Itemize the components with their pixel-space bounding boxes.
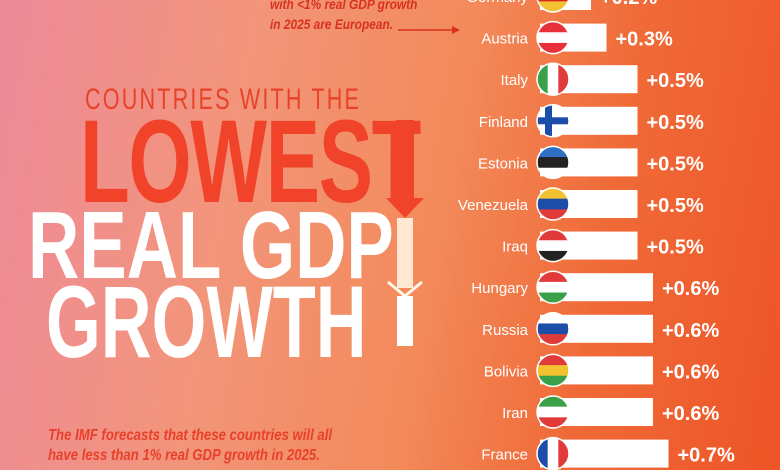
category-label: Germany: [466, 0, 528, 6]
bar-row: Hungary +0.6%: [471, 270, 719, 304]
value-label: +0.5%: [647, 237, 704, 259]
category-label: Finland: [479, 114, 528, 131]
flag-icon-bolivia: [537, 354, 569, 387]
footer-line-2: have less than 1% real GDP growth in 202…: [48, 447, 320, 464]
value-label: +0.5%: [647, 195, 704, 217]
flag-icon-iraq: [537, 229, 569, 262]
bar-row: Estonia +0.5%: [478, 145, 704, 180]
category-label: Italy: [500, 72, 528, 89]
flag-icon-hungary: [537, 271, 569, 304]
note-arrow-icon: [398, 26, 460, 34]
value-label: +0.2%: [600, 0, 657, 9]
value-label: +0.6%: [662, 361, 719, 383]
category-label: Venezuela: [458, 197, 529, 214]
value-label: +0.5%: [647, 153, 704, 175]
flag-icon-france: [537, 437, 569, 470]
footer-line-1: The IMF forecasts that these countries w…: [48, 427, 333, 444]
flag-icon-estonia: [537, 146, 569, 179]
bar-row: France +0.7%: [481, 436, 735, 470]
bar-row: Bolivia +0.6%: [484, 353, 719, 388]
flag-icon-germany: [537, 0, 569, 12]
flag-icon-finland: [537, 104, 569, 137]
category-label: Russia: [482, 322, 529, 339]
bar-row: Iraq +0.5%: [502, 228, 704, 263]
annotation-note: with <1% real GDP growth in 2025 are Eur…: [270, 0, 417, 34]
flag-icon-iran: [537, 396, 569, 428]
value-label: +0.6%: [662, 320, 719, 342]
value-label: +0.6%: [662, 403, 719, 425]
bar-row: Italy +0.5%: [500, 62, 704, 96]
footer-text: The IMF forecasts that these countries w…: [48, 426, 332, 466]
note-line-1: with <1% real GDP growth: [270, 0, 418, 12]
value-label: +0.6%: [662, 278, 719, 300]
category-label: France: [481, 447, 528, 464]
bar-row: Finland +0.5%: [479, 104, 704, 138]
category-label: Bolivia: [484, 363, 529, 380]
value-label: +0.5%: [647, 112, 704, 134]
title-kicker: COUNTRIES WITH THE: [85, 83, 362, 116]
category-label: Estonia: [478, 155, 529, 172]
title-real-gdp: REAL GDP: [28, 192, 394, 299]
bar-row: Austria +0.3%: [481, 20, 673, 55]
flag-icon-italy: [537, 63, 569, 96]
category-label: Iran: [502, 405, 528, 422]
down-arrow-icon: [386, 120, 424, 346]
value-label: +0.5%: [647, 70, 704, 92]
flag-icon-austria: [537, 21, 569, 54]
title-lowest: LOWEST: [80, 96, 421, 228]
bar-row: Iran +0.6%: [502, 395, 719, 429]
bar-row: Russia +0.6%: [482, 312, 719, 346]
category-label: Iraq: [502, 239, 528, 256]
bar-row: Venezuela +0.5%: [458, 187, 704, 221]
value-label: +0.7%: [678, 445, 735, 467]
category-label: Hungary: [471, 280, 528, 297]
category-label: Austria: [481, 31, 528, 48]
title-growth: GROWTH: [46, 265, 367, 379]
flag-icon-russia: [537, 312, 569, 345]
flag-icon-venezuela: [537, 188, 569, 220]
value-label: +0.3%: [616, 29, 673, 51]
note-line-2: in 2025 are European.: [270, 16, 394, 32]
bar-row: Germany +0.2%: [466, 0, 657, 13]
